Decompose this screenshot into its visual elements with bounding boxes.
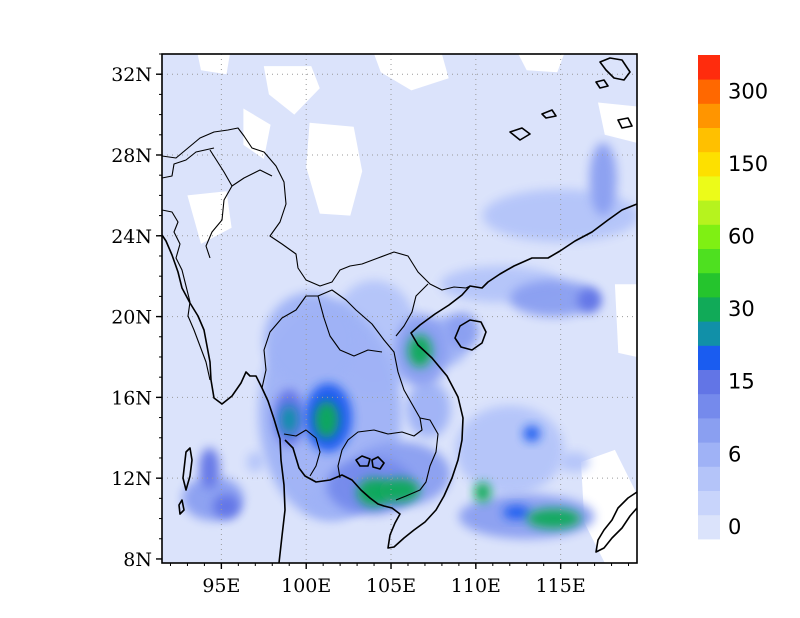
border-myanmar-thailand-laos xyxy=(261,289,423,479)
precip-cell xyxy=(558,451,590,473)
no-data-region xyxy=(374,54,449,91)
colorbar-swatch xyxy=(698,248,720,274)
colorbar-swatch xyxy=(698,103,720,128)
precip-cell xyxy=(445,312,480,349)
precip-cell xyxy=(246,451,264,473)
no-data-region xyxy=(598,102,637,143)
colorbar-swatch xyxy=(698,466,720,491)
colorbar-swatch xyxy=(698,321,720,346)
country-borders xyxy=(162,127,471,501)
no-data-region xyxy=(614,284,637,357)
border-laos-vietnam xyxy=(317,283,439,501)
colorbar-swatch xyxy=(698,297,720,322)
precip-cell xyxy=(502,505,531,520)
colorbar-swatch xyxy=(698,200,720,225)
lat-tick-label: 20N xyxy=(111,307,152,329)
colorbar-label: 30 xyxy=(728,297,755,321)
precip-cell xyxy=(212,494,241,519)
axes: 32N 28N 24N 20N 16N 12N 8N 95E 100E 105E 110E 115E xyxy=(111,53,630,597)
precip-cell xyxy=(523,425,541,442)
lon-tick-label: 115E xyxy=(536,575,586,597)
no-data-region xyxy=(306,122,363,216)
colorbar-swatch xyxy=(698,272,720,298)
precip-cell xyxy=(474,482,492,503)
lat-tick-label: 8N xyxy=(123,549,152,571)
precip-cell xyxy=(379,478,420,503)
gridlines xyxy=(162,54,637,563)
colorbar-swatch xyxy=(698,127,720,153)
coastline-tonle-sap xyxy=(371,456,385,470)
coastline-sri-racha xyxy=(355,455,371,467)
coastline-thailand-gulf xyxy=(284,203,637,549)
border-thailand-south xyxy=(283,429,321,477)
colorbar-label: 150 xyxy=(728,152,768,176)
colorbar-label: 15 xyxy=(728,370,755,394)
precipitation-layer xyxy=(182,142,637,539)
colorbar-swatch xyxy=(698,55,720,80)
coastline-taiwan-north xyxy=(509,57,633,141)
colorbar-swatch xyxy=(698,345,720,370)
colorbar-swatch xyxy=(698,418,720,443)
colorbar-label: 0 xyxy=(728,515,741,539)
colorbar-swatch xyxy=(698,79,720,104)
lat-tick-label: 28N xyxy=(111,145,152,167)
precip-cell xyxy=(263,292,359,390)
lon-tick-label: 105E xyxy=(366,575,416,597)
no-data-region xyxy=(263,66,320,115)
precip-cell xyxy=(526,508,582,529)
colorbar-swatch xyxy=(698,224,720,249)
colorbar-swatch xyxy=(698,176,720,201)
precip-cell xyxy=(408,334,432,368)
colorbar-swatch xyxy=(698,151,720,177)
precip-cell xyxy=(314,401,339,438)
precip-cell xyxy=(577,288,602,313)
border-india-myanmar xyxy=(162,209,211,381)
colorbar: 0 6 15 30 60 150 300 xyxy=(698,55,768,540)
coastline-mainland xyxy=(162,234,286,563)
precip-cell xyxy=(455,405,565,495)
precip-cell xyxy=(199,447,220,489)
coastline-philippines xyxy=(595,491,637,553)
no-data-region xyxy=(518,54,565,73)
lon-tick-label: 110E xyxy=(451,575,501,597)
coastline-hainan xyxy=(454,319,487,351)
colorbar-swatch xyxy=(698,490,720,516)
plot-frame xyxy=(161,53,638,564)
lon-tick-label: 100E xyxy=(281,575,331,597)
colorbar-label: 60 xyxy=(728,225,755,249)
lat-tick-label: 16N xyxy=(111,387,152,409)
coastline-andaman-islands xyxy=(178,447,193,515)
colorbar-swatch xyxy=(698,514,720,540)
precip-cell xyxy=(406,381,451,438)
precip-cell xyxy=(589,142,617,216)
colorbar-swatch xyxy=(698,369,720,395)
precip-cell xyxy=(509,280,598,317)
lon-tick-label: 95E xyxy=(202,575,240,597)
colorbar-swatch xyxy=(698,442,720,467)
colorbar-label: 6 xyxy=(728,442,741,466)
colorbar-label: 300 xyxy=(728,79,768,103)
no-data-region xyxy=(243,108,271,159)
colorbar-swatch xyxy=(698,393,720,419)
coastlines xyxy=(162,57,637,563)
border-china-myanmar xyxy=(162,127,471,291)
lat-tick-label: 32N xyxy=(111,64,152,86)
lat-tick-label: 12N xyxy=(111,468,152,490)
precip-cell xyxy=(280,405,298,434)
no-data-region xyxy=(187,191,232,244)
lat-tick-label: 24N xyxy=(111,226,152,248)
border-inner-china xyxy=(162,147,273,259)
